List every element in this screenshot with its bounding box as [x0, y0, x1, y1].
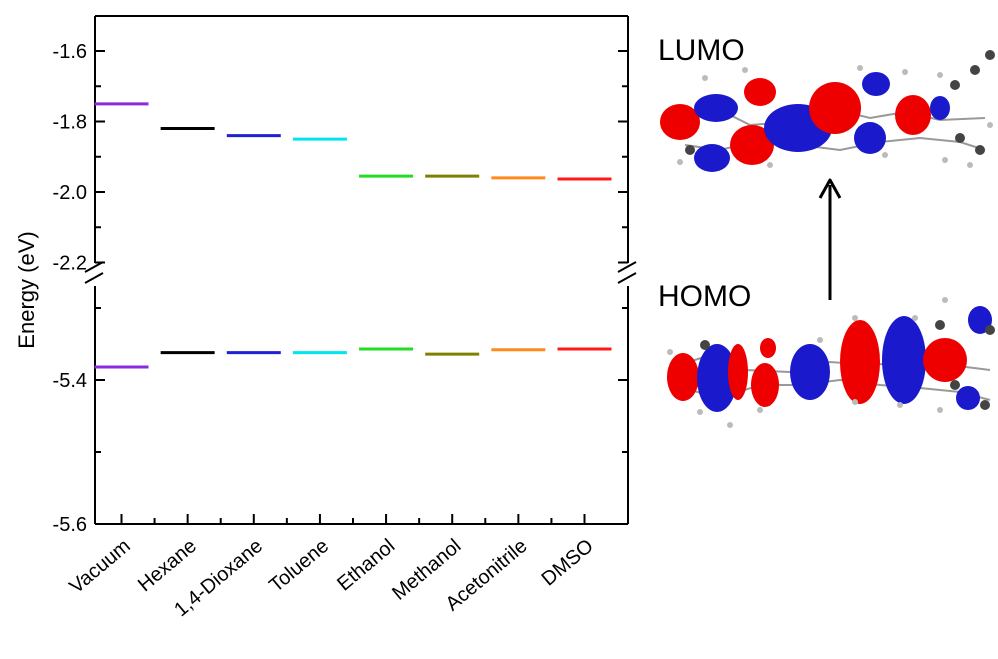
- y-tick-label: -1.8: [53, 112, 87, 134]
- lumo-orbital-image: [660, 50, 995, 172]
- x-tick-label: Vacuum: [66, 535, 135, 598]
- lumo-label: LUMO: [658, 34, 745, 67]
- y-tick-label: -2.2: [53, 253, 87, 275]
- y-axis-title: Energy (eV): [14, 231, 39, 348]
- y-tick-label: -5.4: [53, 370, 87, 392]
- y-ticks: -1.6 -1.8 -2.0 -2.2 -5.4 -5.6: [53, 41, 628, 536]
- homo-orbital-image: [667, 297, 995, 428]
- axis-break-right: [617, 261, 637, 284]
- x-tick-label: DMSO: [538, 535, 598, 590]
- y-tick-label: -1.6: [53, 41, 87, 63]
- transition-arrow: [818, 178, 842, 300]
- homo-label: HOMO: [658, 280, 751, 313]
- energy-level-marks: [94, 102, 612, 369]
- axis-break-left: [84, 261, 104, 284]
- plot-frame: [84, 15, 637, 525]
- x-tick-label: Toluene: [265, 535, 333, 597]
- y-tick-label: -5.6: [53, 514, 87, 536]
- y-tick-label: -2.0: [53, 182, 87, 204]
